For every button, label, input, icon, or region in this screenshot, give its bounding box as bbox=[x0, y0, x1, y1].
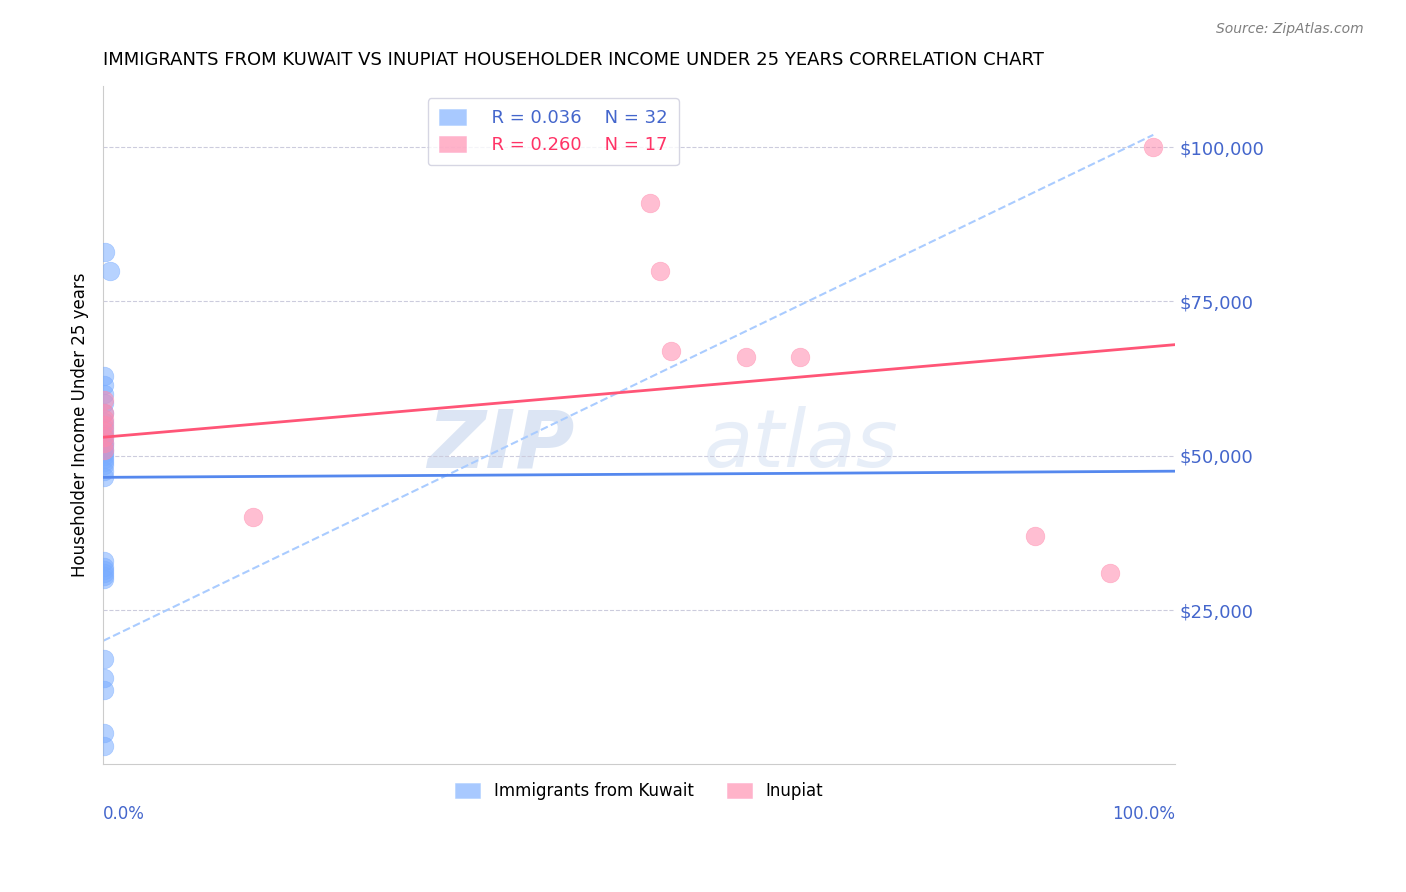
Text: Source: ZipAtlas.com: Source: ZipAtlas.com bbox=[1216, 22, 1364, 37]
Point bbox=[93, 387, 115, 401]
Text: IMMIGRANTS FROM KUWAIT VS INUPIAT HOUSEHOLDER INCOME UNDER 25 YEARS CORRELATION : IMMIGRANTS FROM KUWAIT VS INUPIAT HOUSEH… bbox=[103, 51, 1045, 69]
Point bbox=[93, 566, 115, 580]
Point bbox=[93, 445, 115, 459]
Point bbox=[93, 458, 115, 472]
Point bbox=[93, 377, 115, 392]
Point bbox=[93, 406, 115, 420]
Point bbox=[93, 683, 115, 698]
Point bbox=[93, 572, 115, 586]
Point bbox=[93, 393, 115, 408]
Point bbox=[93, 417, 115, 432]
Point bbox=[93, 652, 115, 666]
Point bbox=[93, 368, 115, 383]
Text: atlas: atlas bbox=[703, 406, 898, 484]
Legend: Immigrants from Kuwait, Inupiat: Immigrants from Kuwait, Inupiat bbox=[449, 775, 830, 807]
Point bbox=[94, 245, 117, 260]
Point bbox=[93, 464, 115, 478]
Point bbox=[93, 411, 115, 425]
Point bbox=[1099, 566, 1122, 580]
Point bbox=[93, 449, 115, 463]
Point bbox=[93, 406, 115, 420]
Point bbox=[735, 350, 758, 364]
Point bbox=[93, 470, 115, 484]
Point bbox=[93, 563, 115, 577]
Text: 100.0%: 100.0% bbox=[1112, 805, 1175, 823]
Point bbox=[1142, 140, 1164, 154]
Point bbox=[93, 427, 115, 442]
Point bbox=[93, 554, 115, 568]
Y-axis label: Householder Income Under 25 years: Householder Income Under 25 years bbox=[72, 273, 89, 577]
Point bbox=[93, 430, 115, 444]
Point bbox=[93, 440, 115, 454]
Point bbox=[93, 739, 115, 753]
Point bbox=[93, 451, 115, 466]
Text: ZIP: ZIP bbox=[427, 406, 575, 484]
Point bbox=[93, 432, 115, 446]
Point bbox=[93, 559, 115, 574]
Point bbox=[93, 442, 115, 457]
Point bbox=[93, 415, 115, 429]
Point bbox=[93, 442, 115, 457]
Point bbox=[659, 343, 682, 358]
Point bbox=[93, 671, 115, 685]
Point bbox=[93, 455, 115, 469]
Point bbox=[93, 396, 115, 410]
Text: 0.0%: 0.0% bbox=[103, 805, 145, 823]
Point bbox=[93, 436, 115, 450]
Point bbox=[93, 726, 115, 740]
Point bbox=[242, 510, 264, 524]
Point bbox=[93, 436, 115, 450]
Point bbox=[789, 350, 811, 364]
Point bbox=[98, 263, 121, 277]
Point bbox=[93, 421, 115, 435]
Point bbox=[93, 424, 115, 438]
Point bbox=[650, 263, 672, 277]
Point bbox=[638, 195, 661, 210]
Point bbox=[93, 569, 115, 583]
Point bbox=[1024, 529, 1046, 543]
